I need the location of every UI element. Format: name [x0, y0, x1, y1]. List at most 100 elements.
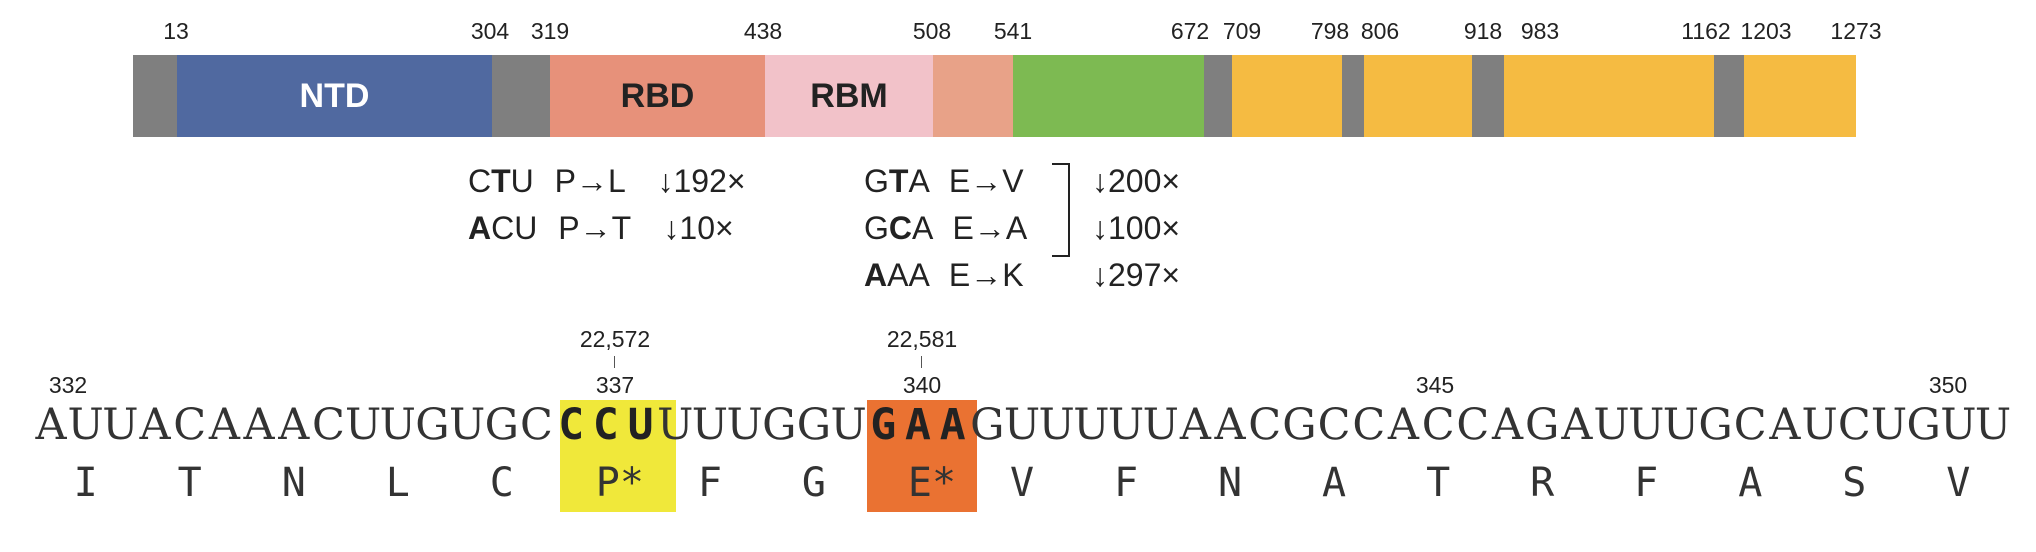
nucleotide: U — [1107, 400, 1145, 450]
position-number: 672 — [1170, 18, 1210, 44]
amino-acid: S — [1842, 460, 1867, 506]
nucleotide: U — [1593, 400, 1630, 450]
residue-number: 350 — [1928, 372, 1968, 398]
amino-acid: T — [1426, 460, 1451, 506]
position-number: 806 — [1360, 18, 1400, 44]
position-number: 508 — [912, 18, 952, 44]
amino-acid: E* — [907, 460, 957, 506]
nucleotide: C — [173, 400, 207, 450]
domain-segment-rbd: RBD — [550, 55, 765, 137]
amino-acid: N — [1218, 460, 1243, 506]
nucleotide: C — [520, 400, 553, 450]
nucleotide: A — [1387, 400, 1419, 450]
nucleotide: U — [449, 400, 486, 450]
mutation-row: ACU P→T ↓10× — [468, 210, 734, 247]
amino-acid: F — [1113, 460, 1139, 506]
aa-change: E→A — [952, 210, 1028, 246]
nucleotide: G — [762, 400, 797, 450]
aa-change: E→V — [948, 163, 1024, 199]
amino-acid: L — [385, 460, 410, 506]
nucleotide: U — [691, 400, 729, 450]
amino-acid: F — [697, 460, 722, 506]
amino-acid: N — [281, 460, 306, 506]
coordinate-tick — [921, 356, 922, 368]
domain-segment-gap — [1714, 55, 1744, 137]
nucleotide: G — [1282, 400, 1317, 450]
aa-change: P→T — [558, 210, 631, 246]
codon-mutated-base: C — [888, 210, 912, 246]
amino-acid: I — [73, 460, 98, 506]
amino-acid: V — [1946, 460, 1971, 506]
nucleotide: U — [1940, 400, 1977, 450]
position-number: 319 — [530, 18, 570, 44]
nucleotide: C — [1317, 400, 1351, 450]
fold-change: ↓192× — [657, 163, 746, 199]
codon-base: G — [864, 163, 889, 199]
domain-segment-orange — [1744, 55, 1856, 137]
amino-acid: P* — [595, 460, 644, 506]
nucleotide: A — [905, 400, 931, 450]
mutation-row: AAA E→K — [864, 257, 1024, 294]
nucleotide: A — [939, 400, 966, 450]
residue-number: 340 — [902, 372, 942, 398]
nucleotide: U — [1974, 400, 2012, 450]
nucleotide: C — [1421, 400, 1455, 450]
domain-segment-ntd: NTD — [177, 55, 492, 137]
codon-base: C — [468, 163, 492, 199]
codon-base: A — [912, 210, 932, 246]
fold-change: ↓100× — [1092, 210, 1181, 246]
domain-segment-gap — [133, 55, 177, 137]
nucleotide: G — [870, 400, 897, 450]
nucleotide: G — [796, 400, 832, 450]
highlight-proline-codon — [560, 400, 676, 512]
nucleotide: G — [1524, 400, 1560, 450]
domain-segment-gap — [1204, 55, 1232, 137]
coordinate-tick — [614, 356, 615, 368]
nucleotide: C — [311, 400, 345, 450]
amino-acid: T — [177, 460, 202, 506]
amino-acid: F — [1634, 460, 1659, 506]
position-number: 918 — [1463, 18, 1503, 44]
domain-segment-green — [1013, 55, 1204, 137]
position-number: 798 — [1310, 18, 1350, 44]
position-number: 541 — [993, 18, 1033, 44]
nucleotide: G — [1906, 400, 1941, 450]
codon-mutated-base: T — [888, 163, 909, 199]
codon-base: A — [908, 163, 929, 199]
nucleotide: U — [1073, 400, 1110, 450]
position-number: 1273 — [1830, 18, 1882, 44]
amino-acid: A — [1322, 460, 1347, 506]
nucleotide: C — [1733, 400, 1767, 450]
position-number: 983 — [1520, 18, 1560, 44]
nucleotide: A — [1179, 400, 1211, 450]
nucleotide: A — [1769, 400, 1801, 450]
nucleotide: U — [1142, 400, 1179, 450]
codon-mutated-base: A — [864, 257, 888, 293]
domain-segment-gap — [1342, 55, 1364, 137]
highlight-glutamate-codon — [867, 400, 977, 512]
nucleotide: A — [243, 400, 275, 450]
codon-base: U — [510, 163, 534, 199]
nucleotide: G — [415, 400, 450, 450]
nucleotide: C — [1837, 400, 1871, 450]
codon-base: CU — [491, 210, 538, 246]
nucleotide: U — [1801, 400, 1838, 450]
nucleotide: U — [102, 400, 139, 450]
domain-segment-orange — [1232, 55, 1342, 137]
residue-number: 345 — [1415, 372, 1455, 398]
mutation-row: GCA E→A — [864, 210, 1027, 247]
amino-acid: V — [1009, 460, 1035, 506]
rbd-label: RBD — [620, 76, 695, 115]
nucleotide: G — [484, 400, 519, 450]
nucleotide: C — [558, 400, 585, 450]
nucleotide: C — [592, 400, 619, 450]
nucleotide: A — [1561, 400, 1593, 450]
nucleotide: U — [830, 400, 867, 450]
nucleotide: A — [1491, 400, 1524, 450]
rbm-label: RBM — [810, 76, 888, 115]
nucleotide: A — [139, 400, 171, 450]
nucleotide: U — [1628, 400, 1665, 450]
position-number: 438 — [743, 18, 783, 44]
amino-acid: G — [801, 460, 826, 506]
nucleotide: U — [1038, 400, 1075, 450]
